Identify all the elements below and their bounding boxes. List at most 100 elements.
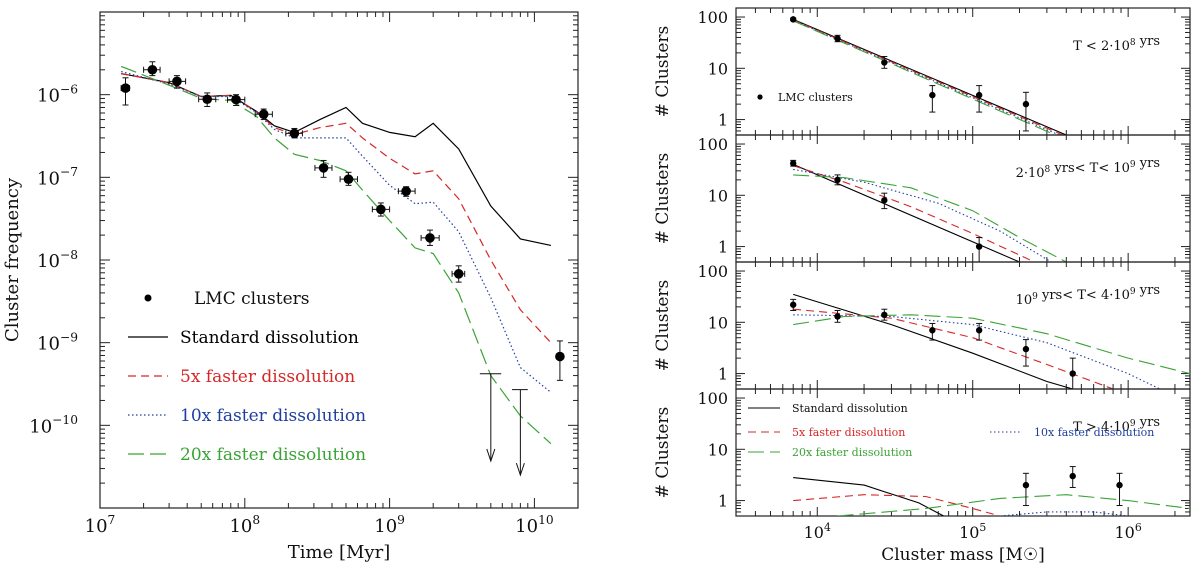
point-marker — [120, 83, 131, 93]
data-point — [339, 171, 358, 186]
point-marker — [1022, 100, 1030, 108]
model-line — [792, 19, 1060, 135]
point-marker — [258, 109, 269, 120]
panel-2: 1 10 100 # Clusters 2·108 yrs< T< 109 yrs — [653, 134, 1191, 263]
model-line — [793, 293, 1073, 389]
model-line — [793, 168, 1052, 262]
y-tick-label: 10−7 — [37, 165, 78, 189]
y-axis-label: Cluster frequency — [2, 177, 23, 342]
point-marker — [975, 91, 983, 99]
data-point — [834, 174, 841, 186]
point-marker — [881, 197, 888, 204]
panel-annotation: 109 yrs< T< 4·109 yrs — [1016, 283, 1160, 308]
legend-entry: LMC clusters — [144, 289, 309, 309]
data-point — [929, 85, 936, 113]
data-point — [555, 340, 565, 381]
y-axis-label: # Clusters — [653, 153, 673, 245]
legend-label: 20x faster dissolution — [792, 446, 912, 459]
panel-frame — [735, 7, 1191, 136]
point-marker — [1022, 481, 1030, 489]
point-marker — [318, 163, 329, 173]
legend-marker — [144, 294, 152, 302]
x-axis-label: Time [Myr] — [288, 542, 390, 563]
x-tick-label: 107 — [85, 513, 116, 537]
point-marker — [789, 160, 797, 167]
model-line — [792, 163, 1020, 262]
data-point — [975, 85, 983, 113]
data-point — [1116, 472, 1123, 507]
model-line — [793, 314, 1161, 389]
data-point — [285, 127, 303, 139]
point-marker — [929, 91, 936, 99]
point-marker — [147, 64, 158, 75]
panel-1: 1 10 100 # Clusters T < 2·108 yrs LMC cluster… — [653, 7, 1191, 136]
x-tick-label: 108 — [229, 513, 260, 537]
legend-entry: 10x faster dissolution — [128, 406, 366, 426]
data-point — [834, 34, 841, 43]
point-marker — [1069, 472, 1076, 480]
y-axis-label: # Clusters — [653, 407, 673, 499]
data-point — [789, 159, 797, 167]
point-marker — [343, 174, 354, 184]
model-line — [120, 65, 552, 445]
model-line — [793, 477, 944, 516]
point-marker — [376, 204, 386, 215]
data-point — [254, 108, 273, 121]
data-point — [314, 159, 333, 178]
data-point — [881, 55, 888, 69]
point-marker — [834, 313, 841, 320]
y-axis-label: # Clusters — [653, 26, 673, 118]
data-point — [143, 61, 161, 77]
legend-label: 10x faster dissolution — [180, 406, 366, 426]
y-tick-label: 10−10 — [29, 413, 78, 437]
point-marker — [172, 76, 182, 87]
y-tick-label: 1 — [718, 492, 728, 511]
point-marker — [975, 327, 983, 334]
y-tick-label: 10 — [708, 59, 728, 78]
point-marker — [881, 59, 888, 66]
data-point — [1069, 466, 1076, 488]
panel-annotation: 2·108 yrs< T< 109 yrs — [1016, 156, 1160, 181]
upper-limit — [479, 373, 502, 463]
data-point — [975, 322, 983, 341]
x-tick-label: 109 — [374, 513, 405, 537]
y-tick-label: 10−6 — [37, 83, 78, 107]
legend-label: Standard dissolution — [792, 402, 908, 415]
data-point — [198, 92, 217, 107]
model-line — [792, 19, 1064, 135]
upper-limit — [511, 389, 528, 477]
point-marker — [881, 311, 888, 319]
legend-entry: 20x faster dissolution — [128, 445, 366, 465]
data-point — [1022, 91, 1030, 132]
data-point — [789, 16, 797, 23]
legend-entry: LMC clusters — [757, 91, 853, 104]
point-marker — [555, 351, 565, 362]
legend-label: 5x faster dissolution — [180, 367, 355, 387]
point-marker — [1116, 481, 1123, 489]
legend-label: LMC clusters — [194, 289, 309, 309]
legend-label: 5x faster dissolution — [792, 426, 905, 439]
panel-frame — [735, 261, 1191, 390]
y-tick-label: 10−9 — [37, 331, 78, 355]
legend-entry: Standard dissolution — [748, 402, 908, 415]
limit-arrow-head — [486, 448, 496, 463]
x-tick-label: 1010 — [515, 513, 553, 537]
model-line — [793, 308, 1114, 389]
x-tick-label: 104 — [804, 521, 831, 542]
point-marker — [975, 243, 983, 250]
data-point — [834, 309, 841, 323]
point-marker — [1069, 370, 1076, 377]
point-marker — [289, 128, 300, 139]
point-marker — [789, 16, 797, 23]
y-tick-label: 1 — [718, 238, 728, 257]
left-chart: 107 108 109 1010 10−6 10−7 10−8 10−9 10−10 Time [… — [2, 11, 579, 563]
model-line — [792, 20, 1056, 135]
legend-entry: 5x faster dissolution — [128, 367, 355, 387]
y-tick-label: 100 — [697, 135, 728, 154]
model-line — [793, 314, 1190, 375]
panel-frame — [735, 388, 1191, 517]
data-point — [929, 322, 936, 341]
y-tick-label: 100 — [697, 389, 728, 408]
y-tick-label: 10−8 — [37, 248, 78, 272]
